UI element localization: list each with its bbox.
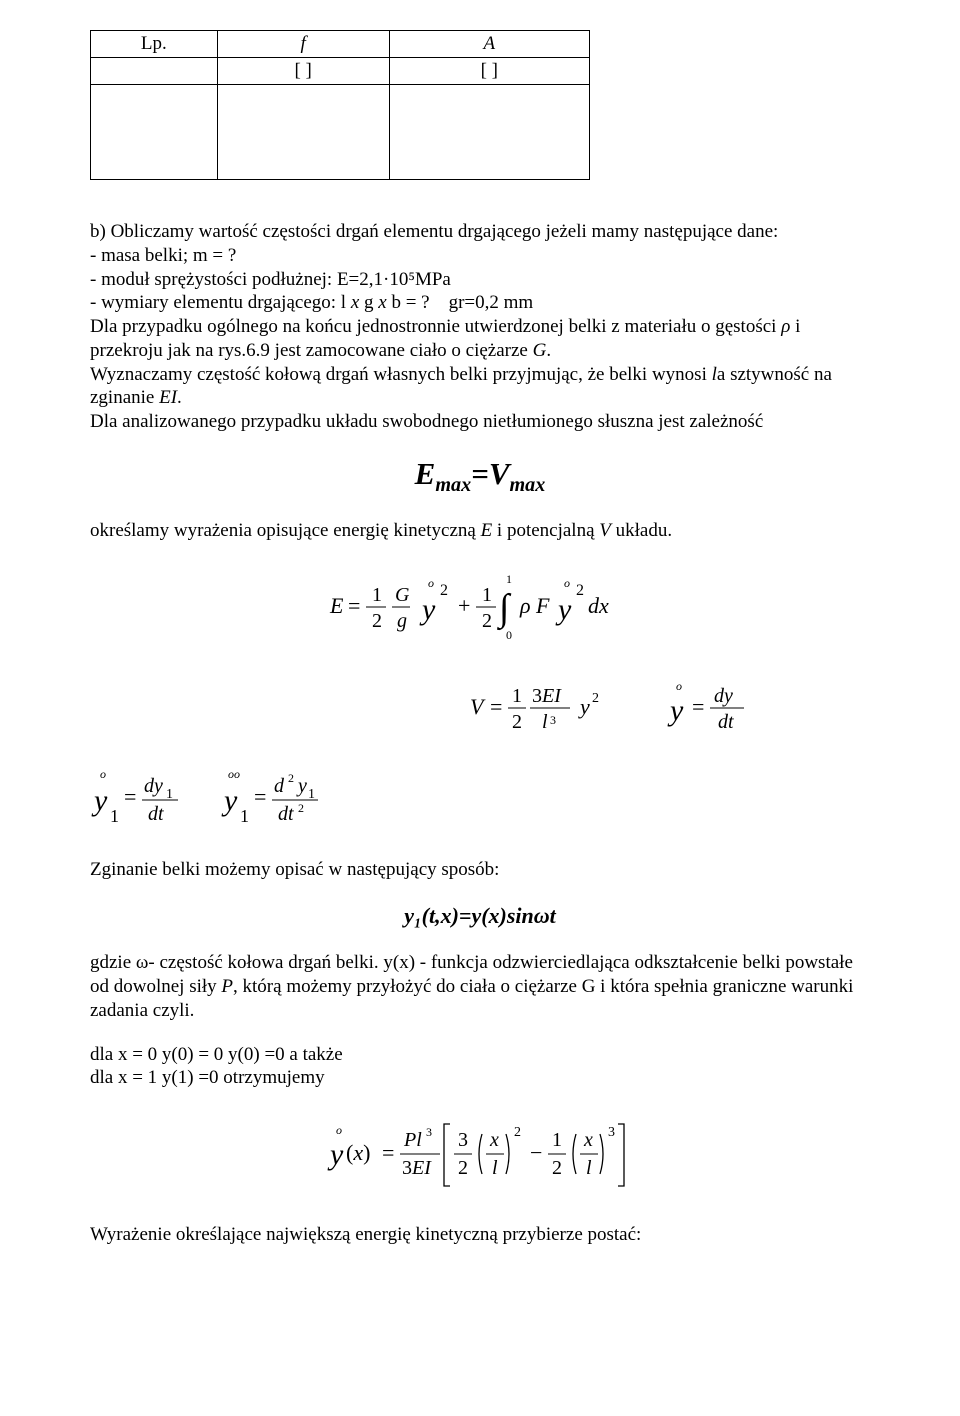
col-header-lp: Lp. [91, 31, 218, 58]
svg-text:o: o [100, 767, 106, 781]
equation-emax-vmax: Emax=Vmax [90, 456, 870, 497]
paragraph-b-intro: b) Obliczamy wartość częstości drgań ele… [90, 220, 870, 244]
svg-text:V: V [470, 694, 486, 719]
paragraph-max-kinetic: Wyrażenie określające największą energię… [90, 1223, 870, 1247]
svg-text:+: + [458, 593, 470, 618]
svg-text:3: 3 [550, 713, 556, 727]
svg-text:=: = [490, 694, 502, 719]
paragraph-angular-freq: Wyznaczamy częstość kołową drgań własnyc… [90, 363, 870, 411]
svg-text:y: y [667, 694, 684, 727]
svg-text:1: 1 [506, 572, 512, 586]
paragraph-omega-desc: gdzie ω- częstość kołowa drgań belki. y(… [90, 951, 870, 1022]
svg-text:o: o [564, 576, 570, 590]
svg-text:o: o [336, 1123, 342, 1137]
equation-V-and-ydot: V = 1 2 3EI l 3 y 2 y o = dy dt [90, 672, 870, 742]
svg-text:d: d [274, 775, 285, 797]
paragraph-kinetic-potential: określamy wyrażenia opisujące energię ki… [90, 519, 870, 543]
svg-text:3: 3 [458, 1129, 468, 1151]
svg-text:G: G [395, 584, 410, 606]
svg-text:2: 2 [458, 1157, 468, 1179]
svg-text:1: 1 [552, 1129, 562, 1151]
svg-text:1: 1 [512, 685, 522, 707]
svg-text:l: l [586, 1157, 592, 1179]
svg-text:E: E [329, 593, 344, 618]
boundary-conditions: dla x = 0 y(0) = 0 y(0) =0 a także dla x… [90, 1043, 870, 1091]
data-cell-3 [389, 85, 589, 180]
svg-text:dt: dt [278, 803, 294, 825]
svg-text:Pl: Pl [403, 1129, 422, 1151]
svg-text:3: 3 [426, 1125, 432, 1139]
svg-text:=: = [254, 784, 266, 809]
svg-text:x: x [489, 1129, 499, 1151]
paragraph-bending: Zginanie belki możemy opisać w następują… [90, 858, 870, 882]
unit-cell-f: [ ] [217, 58, 389, 85]
svg-text:3: 3 [608, 1125, 615, 1140]
svg-text:1: 1 [240, 806, 249, 826]
data-cell-1 [91, 85, 218, 180]
svg-text:y: y [221, 784, 238, 817]
svg-text:∫: ∫ [497, 587, 512, 631]
bc-line-2: dla x = 1 y(1) =0 otrzymujemy [90, 1066, 870, 1090]
svg-text:1: 1 [110, 806, 119, 826]
svg-text:1: 1 [482, 584, 492, 606]
parameters-table: Lp. f A [ ] [ ] [90, 30, 590, 180]
svg-text:1: 1 [372, 584, 382, 606]
svg-text:x: x [583, 1129, 593, 1151]
svg-text:y: y [327, 1138, 344, 1171]
svg-text:2: 2 [592, 691, 599, 706]
svg-text:2: 2 [552, 1157, 562, 1179]
svg-text:y: y [419, 593, 436, 626]
svg-text:ρ: ρ [519, 593, 531, 618]
svg-text:y: y [555, 593, 572, 626]
svg-text:dy: dy [714, 685, 733, 707]
param-dims: - wymiary elementu drgającego: l x g x b… [90, 291, 870, 315]
equation-y1tx: y₁(t,x)=y(x)sinωt [90, 903, 870, 929]
paragraph-general-case: Dla przypadku ogólnego na końcu jednostr… [90, 315, 870, 363]
svg-text:−: − [530, 1140, 542, 1165]
svg-text:=: = [382, 1140, 394, 1165]
svg-text:2: 2 [576, 582, 584, 599]
svg-text:2: 2 [372, 610, 382, 632]
equation-y1-derivatives: y o 1 = dy 1 dt y oo 1 = d 2 y 1 dt 2 [90, 760, 870, 840]
svg-text:2: 2 [482, 610, 492, 632]
svg-text:=: = [124, 784, 136, 809]
svg-text:y: y [91, 784, 108, 817]
svg-text:y: y [296, 775, 307, 797]
svg-text:2: 2 [512, 711, 522, 733]
svg-text:2: 2 [440, 582, 448, 599]
svg-text:(x): (x) [346, 1140, 370, 1165]
bc-line-1: dla x = 0 y(0) = 0 y(0) =0 a także [90, 1043, 870, 1067]
svg-text:0: 0 [506, 628, 512, 642]
svg-text:=: = [348, 593, 360, 618]
unit-cell-lp [91, 58, 218, 85]
svg-text:2: 2 [298, 801, 304, 815]
equation-yx-deflection: y o (x) = Pl 3 3EI 3 2 x l 2 − 1 [90, 1112, 870, 1201]
data-cell-2 [217, 85, 389, 180]
col-header-f: f [217, 31, 389, 58]
paragraph-free-undamped: Dla analizowanego przypadku układu swobo… [90, 410, 870, 434]
svg-text:F: F [535, 593, 550, 618]
svg-text:2: 2 [288, 771, 294, 785]
equation-E-integral: E = 1 2 G g y o 2 + 1 2 1 ∫ 0 ρ F [90, 565, 870, 650]
svg-text:o: o [676, 679, 682, 693]
param-mass: - masa belki; m = ? [90, 244, 870, 268]
col-header-a: A [389, 31, 589, 58]
svg-text:dy: dy [144, 775, 163, 797]
param-modulus: - moduł sprężystości podłużnej: E=2,1·10… [90, 268, 870, 292]
svg-text:dt: dt [718, 711, 734, 733]
svg-text:2: 2 [514, 1125, 521, 1140]
svg-text:l: l [492, 1157, 498, 1179]
svg-text:dt: dt [148, 803, 164, 825]
svg-text:y: y [578, 694, 590, 719]
svg-text:oo: oo [228, 767, 240, 781]
svg-text:=: = [692, 694, 704, 719]
svg-text:g: g [397, 610, 407, 632]
svg-text:dx: dx [588, 593, 609, 618]
svg-text:3EI: 3EI [532, 685, 562, 707]
svg-text:l: l [542, 711, 548, 733]
unit-cell-a: [ ] [389, 58, 589, 85]
svg-text:3EI: 3EI [402, 1157, 432, 1179]
svg-text:o: o [428, 576, 434, 590]
